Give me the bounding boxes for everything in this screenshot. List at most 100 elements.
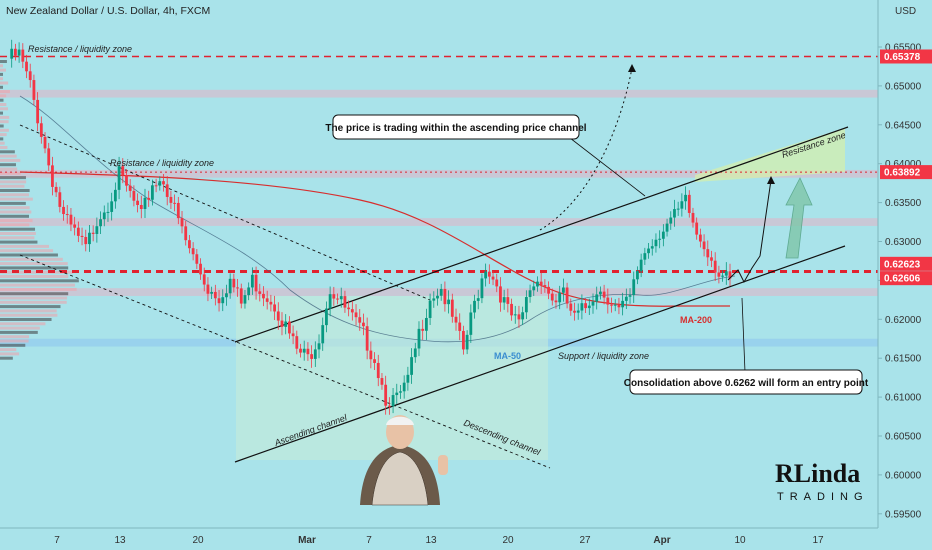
candle-body bbox=[458, 323, 461, 331]
candle-body bbox=[540, 282, 543, 285]
candle-body bbox=[692, 213, 695, 223]
candle-body bbox=[499, 286, 502, 302]
candle-body bbox=[588, 306, 591, 309]
candle-body bbox=[610, 305, 613, 306]
candle-body bbox=[14, 49, 17, 56]
candle-body bbox=[636, 271, 639, 279]
candle-body bbox=[236, 287, 239, 288]
candle-body bbox=[399, 391, 402, 392]
candle-body bbox=[495, 280, 498, 287]
resistance-mid-label: Resistance / liquidity zone bbox=[110, 158, 214, 168]
price-tick-label: 0.62000 bbox=[885, 315, 922, 326]
volume-profile-bar bbox=[0, 228, 35, 231]
candle-body bbox=[381, 378, 384, 385]
candle-body bbox=[199, 264, 202, 275]
candle-body bbox=[18, 50, 21, 56]
candle-body bbox=[240, 288, 243, 303]
candle-body bbox=[184, 226, 187, 240]
volume-profile-bar bbox=[0, 168, 17, 171]
candle-body bbox=[547, 287, 550, 294]
candle-body bbox=[655, 240, 658, 246]
candle-body bbox=[473, 301, 476, 313]
candle-body bbox=[92, 233, 95, 234]
price-tag-label: 0.65378 bbox=[884, 52, 921, 63]
candle-body bbox=[651, 246, 654, 248]
candle-body bbox=[555, 301, 558, 303]
candle-body bbox=[73, 224, 76, 227]
candle-body bbox=[658, 239, 661, 240]
candle-body bbox=[132, 191, 135, 201]
candle-body bbox=[558, 293, 561, 303]
volume-profile-bar bbox=[0, 103, 6, 106]
volume-profile-bar bbox=[0, 155, 17, 158]
candle-body bbox=[710, 257, 713, 260]
candle-body bbox=[440, 289, 443, 296]
candle-body bbox=[358, 317, 361, 322]
candle-body bbox=[373, 359, 376, 363]
candle-body bbox=[140, 205, 143, 209]
candle-body bbox=[33, 80, 36, 100]
candle-body bbox=[162, 181, 165, 184]
candle-body bbox=[392, 395, 395, 406]
candle-body bbox=[192, 248, 195, 254]
channel-note-text: The price is trading within the ascendin… bbox=[325, 123, 586, 134]
volume-profile-bar bbox=[0, 309, 57, 312]
candle-body bbox=[144, 198, 147, 209]
candle-body bbox=[688, 195, 691, 213]
candle-body bbox=[640, 260, 643, 271]
candle-body bbox=[377, 363, 380, 378]
resistance-top-label: Resistance / liquidity zone bbox=[28, 44, 132, 54]
candle-body bbox=[266, 298, 269, 302]
candle-body bbox=[562, 288, 565, 293]
candle-body bbox=[725, 271, 728, 275]
candle-body bbox=[481, 278, 484, 298]
candle-body bbox=[444, 289, 447, 304]
price-tag-label: 0.63892 bbox=[884, 168, 921, 179]
volume-profile-bar bbox=[0, 116, 9, 119]
volume-profile-bar bbox=[0, 64, 3, 67]
volume-profile-bar bbox=[0, 335, 29, 338]
volume-profile-bar bbox=[0, 211, 31, 214]
volume-profile-bar bbox=[0, 254, 58, 257]
volume-profile-bar bbox=[0, 288, 77, 291]
candle-body bbox=[244, 295, 247, 303]
candle-body bbox=[384, 385, 387, 406]
volume-profile-bar bbox=[0, 150, 15, 153]
candle-body bbox=[340, 296, 343, 299]
volume-profile-bar bbox=[0, 202, 26, 205]
candle-body bbox=[210, 292, 213, 294]
volume-profile-bar bbox=[0, 279, 79, 282]
volume-profile-bar bbox=[0, 266, 68, 269]
candle-body bbox=[151, 185, 154, 199]
price-tick-label: 0.59500 bbox=[885, 509, 922, 520]
candle-body bbox=[195, 254, 198, 264]
time-tick-label: 13 bbox=[114, 535, 126, 546]
candle-body bbox=[606, 298, 609, 305]
candle-body bbox=[466, 335, 469, 350]
candle-body bbox=[251, 275, 254, 288]
candle-body bbox=[281, 321, 284, 327]
brand-logo: RLinda TRADING bbox=[775, 459, 869, 503]
candle-body bbox=[366, 326, 369, 350]
time-tick-label: 20 bbox=[192, 535, 204, 546]
price-tick-label: 0.61500 bbox=[885, 354, 922, 365]
candle-body bbox=[388, 406, 391, 407]
candle-body bbox=[536, 282, 539, 287]
candle-body bbox=[336, 299, 339, 300]
candle-body bbox=[566, 288, 569, 304]
candle-body bbox=[429, 301, 432, 318]
candle-body bbox=[451, 300, 454, 317]
volume-profile-bar bbox=[0, 129, 9, 132]
currency-label: USD bbox=[895, 6, 916, 17]
volume-profile-bar bbox=[0, 318, 52, 321]
volume-profile-bar bbox=[0, 340, 29, 343]
price-tick-label: 0.63000 bbox=[885, 237, 922, 248]
candle-body bbox=[477, 298, 480, 301]
candle-body bbox=[125, 175, 128, 186]
candle-body bbox=[170, 197, 173, 203]
candle-body bbox=[314, 349, 317, 359]
candle-body bbox=[395, 393, 398, 395]
candle-body bbox=[677, 209, 680, 210]
volume-profile-bar bbox=[0, 159, 20, 162]
candle-body bbox=[680, 201, 683, 208]
